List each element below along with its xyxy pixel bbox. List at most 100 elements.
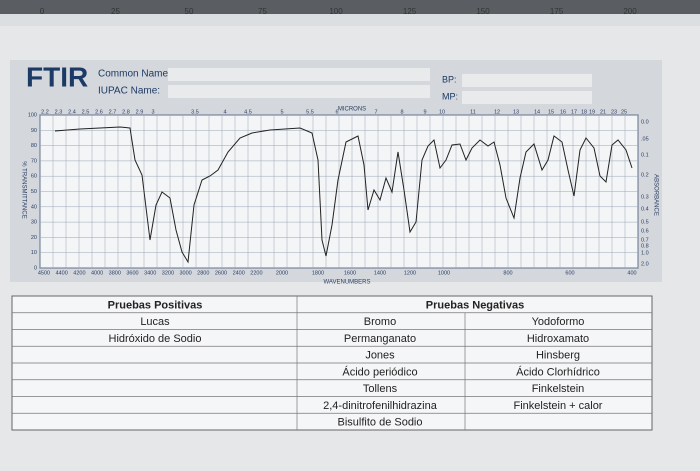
common-name-label: Common Name:	[98, 69, 171, 80]
iupac-name-label: IUPAC Name:	[98, 86, 160, 97]
field	[462, 91, 592, 104]
ruler-label: 25	[111, 7, 120, 16]
ruler-label: 100	[329, 7, 343, 16]
micron-tick-label: 16	[560, 109, 566, 115]
ruler-label: 75	[258, 7, 267, 16]
micron-tick-label: 17	[571, 109, 577, 115]
micron-tick-label: 15	[548, 109, 554, 115]
grid	[39, 114, 639, 269]
micron-tick-label: 18	[581, 109, 587, 115]
micron-tick-label: 2.6	[95, 109, 103, 115]
x-tick-label: 1600	[344, 270, 356, 276]
y-tick-label: 0	[34, 265, 37, 271]
y-tick-label: 10	[31, 250, 37, 256]
absorbance-tick-label: 0.8	[641, 243, 649, 249]
absorbance-tick-label: 0.2	[641, 172, 649, 178]
table-cell: Ácido Clorhídrico	[516, 365, 600, 378]
table-cell: Permanganato	[344, 333, 416, 345]
absorbance-tick-label: 0.3	[641, 194, 649, 200]
x-tick-label: 4000	[91, 270, 103, 276]
x-tick-label: 3600	[126, 270, 138, 276]
table-cell: Hinsberg	[536, 350, 580, 362]
ruler-label: 175	[550, 7, 564, 16]
field	[168, 68, 430, 81]
ruler-label: 200	[623, 7, 637, 16]
x-tick-label: 4400	[56, 270, 68, 276]
x-tick-label: 1800	[312, 270, 324, 276]
absorbance-tick-label: 0.0	[641, 119, 649, 125]
table-cell: Finkelstein	[532, 383, 585, 395]
y-tick-label: 20	[31, 235, 37, 241]
mp-label: MP:	[442, 91, 458, 101]
y-tick-label: 80	[31, 143, 37, 149]
x-tick-label: 400	[627, 270, 636, 276]
x-tick-label: 2000	[276, 270, 288, 276]
x-tick-label: 3000	[179, 270, 191, 276]
x-tick-label: 2400	[233, 270, 245, 276]
field	[168, 85, 430, 98]
micron-tick-label: 4	[223, 109, 226, 115]
micron-tick-label: 2.7	[109, 109, 117, 115]
x-tick-label: 3400	[144, 270, 156, 276]
x-tick-label: 4200	[73, 270, 85, 276]
micron-tick-label: 9	[423, 109, 426, 115]
absorbance-tick-label: 1.0	[641, 250, 649, 256]
micron-tick-label: 2.8	[122, 109, 130, 115]
absorbance-tick-label: 0.6	[641, 228, 649, 234]
y-tick-label: 30	[31, 220, 37, 226]
table-cell: Bisulfito de Sodio	[338, 417, 423, 429]
absorbance-tick-label: 0.1	[641, 152, 649, 158]
absorbance-tick-label: 0.4	[641, 206, 649, 212]
micron-tick-label: 21	[600, 109, 606, 115]
x-tick-label: 2200	[250, 270, 262, 276]
micron-tick-label: 3.5	[191, 109, 199, 115]
micron-tick-label: 5	[280, 109, 283, 115]
micron-tick-label: 2.5	[82, 109, 90, 115]
micron-tick-label: 10	[439, 109, 445, 115]
ruler-label: 125	[403, 7, 417, 16]
micron-tick-label: 25	[621, 109, 627, 115]
spectrum-trace	[54, 126, 633, 264]
micron-tick-label: 2.4	[68, 109, 76, 115]
table-cell: Yodoformo	[532, 316, 585, 328]
left-axis-label: % TRANSMITTANCE	[20, 161, 26, 218]
table-cell: Finkelstein + calor	[514, 400, 603, 412]
absorbance-tick-label: 2.0	[641, 261, 649, 267]
table-cell: Hidróxido de Sodio	[109, 333, 202, 345]
micron-tick-label: 11	[470, 109, 476, 115]
field	[462, 74, 592, 87]
x-tick-label: 3800	[109, 270, 121, 276]
absorbance-tick-label: .05	[641, 136, 649, 142]
ruler-label: 50	[185, 7, 194, 16]
x-tick-label: 600	[565, 270, 574, 276]
ruler-label: 0	[40, 7, 45, 16]
micron-tick-label: 2.2	[41, 109, 49, 115]
micron-tick-label: 2.3	[55, 109, 63, 115]
table-cell: Bromo	[364, 316, 396, 328]
top-axis-label: MICRONS	[338, 107, 366, 113]
table-cell: Tollens	[363, 383, 398, 395]
ruler-label: 150	[476, 7, 490, 16]
micron-tick-label: 8	[400, 109, 403, 115]
micron-tick-label: 2.9	[136, 109, 144, 115]
table-cell: Ácido periódico	[342, 365, 417, 378]
micron-tick-label: 23	[611, 109, 617, 115]
y-tick-label: 90	[31, 128, 37, 134]
x-tick-label: 4500	[38, 270, 50, 276]
x-tick-label: 2600	[215, 270, 227, 276]
micron-tick-label: 5.5	[306, 109, 314, 115]
micron-tick-label: 4.5	[244, 109, 252, 115]
absorbance-tick-label: 0.7	[641, 237, 649, 243]
bp-label: BP:	[442, 74, 457, 84]
micron-tick-label: 6	[335, 109, 338, 115]
table-cell: 2,4-dinitrofenilhidrazina	[323, 400, 438, 412]
micron-tick-label: 19	[589, 109, 595, 115]
title: FTIR	[26, 61, 88, 92]
micron-tick-label: 7	[374, 109, 377, 115]
x-tick-label: 1200	[404, 270, 416, 276]
x-tick-label: 1400	[374, 270, 386, 276]
bottom-axis-label: WAVENUMBERS	[323, 280, 370, 286]
x-tick-label: 1000	[438, 270, 450, 276]
table-cell: Jones	[365, 350, 395, 362]
